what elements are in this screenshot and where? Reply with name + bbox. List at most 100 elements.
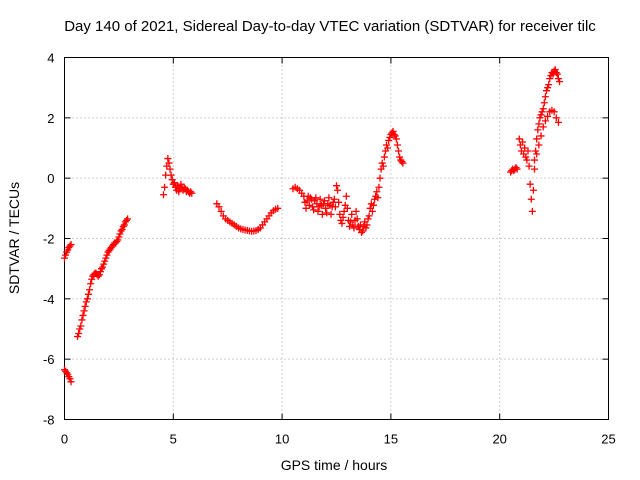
data-point — [115, 233, 123, 241]
data-point — [346, 222, 354, 230]
data-point — [309, 203, 317, 211]
data-point — [166, 165, 174, 173]
data-point — [533, 150, 541, 158]
data-point — [80, 307, 88, 315]
data-point — [379, 162, 387, 170]
data-point — [391, 132, 399, 140]
data-point — [75, 330, 83, 338]
data-point — [307, 195, 315, 203]
data-point — [95, 271, 103, 279]
data-point — [528, 207, 536, 215]
data-point — [123, 216, 131, 224]
data-point — [350, 224, 358, 232]
data-point — [116, 230, 124, 238]
data-point — [217, 207, 225, 215]
data-point — [375, 183, 383, 191]
data-point — [61, 254, 68, 262]
data-point — [99, 263, 107, 271]
data-point — [535, 120, 543, 128]
series-sdtvar — [61, 66, 564, 386]
data-point — [322, 204, 330, 212]
data-point — [534, 126, 542, 134]
data-point — [343, 204, 351, 212]
data-point — [538, 108, 546, 116]
data-point — [339, 213, 347, 221]
y-tick-label: -8 — [43, 413, 55, 428]
data-point — [393, 141, 401, 149]
data-point — [544, 112, 552, 120]
data-point — [550, 108, 558, 116]
data-point — [552, 69, 560, 77]
data-point — [380, 153, 388, 161]
x-tick-label: 0 — [61, 432, 68, 447]
data-point — [552, 114, 560, 122]
data-point — [545, 81, 553, 89]
data-point — [83, 295, 91, 303]
y-tick-label: 0 — [47, 171, 54, 186]
data-point — [526, 180, 534, 188]
data-point — [540, 99, 548, 107]
y-tick-label: -2 — [43, 232, 55, 247]
data-point — [66, 375, 74, 383]
data-point — [318, 210, 326, 218]
data-point — [554, 118, 562, 126]
data-point — [87, 280, 95, 288]
data-point — [336, 210, 344, 218]
data-point — [525, 162, 533, 170]
data-point — [160, 191, 168, 199]
data-point — [356, 221, 364, 229]
y-tick-labels: -8 -6 -4 -2 0 2 4 — [43, 51, 55, 428]
data-point — [369, 201, 377, 209]
data-point — [541, 117, 549, 125]
data-point — [340, 207, 348, 215]
data-point — [323, 209, 331, 217]
data-point — [362, 224, 370, 232]
data-point — [77, 322, 85, 330]
data-point — [274, 204, 282, 212]
data-point — [348, 210, 356, 218]
data-point — [165, 159, 173, 167]
data-point — [188, 189, 196, 197]
data-point — [376, 174, 384, 182]
data-point — [519, 138, 527, 146]
data-point — [96, 268, 104, 276]
data-point — [62, 251, 70, 259]
data-point — [84, 290, 92, 298]
data-point — [338, 219, 346, 227]
data-point — [386, 133, 394, 141]
data-point — [335, 198, 343, 206]
data-point — [358, 228, 366, 236]
data-point — [539, 105, 547, 113]
data-point — [385, 136, 393, 144]
data-point — [537, 111, 545, 119]
x-tick-labels: 0 5 10 15 20 25 — [61, 432, 616, 447]
y-tick-label: 4 — [47, 51, 54, 66]
data-point — [542, 87, 550, 95]
data-point — [164, 155, 172, 163]
data-point — [333, 182, 340, 190]
data-point — [94, 272, 102, 280]
x-tick-label: 5 — [170, 432, 177, 447]
data-point — [539, 123, 547, 131]
data-point — [512, 164, 520, 172]
data-point — [553, 70, 561, 78]
data-point — [215, 203, 223, 211]
chart-title: Day 140 of 2021, Sidereal Day-to-day VTE… — [64, 18, 596, 35]
data-point — [325, 194, 333, 202]
data-point — [175, 188, 183, 196]
data-point — [67, 378, 75, 386]
data-point — [544, 84, 552, 92]
data-point — [371, 195, 379, 203]
data-point — [359, 227, 367, 235]
data-point — [396, 153, 404, 161]
data-point — [535, 141, 543, 149]
grid-lines — [64, 57, 609, 420]
data-point — [170, 179, 178, 187]
data-point — [161, 183, 169, 191]
data-point — [392, 135, 400, 143]
data-point — [524, 147, 532, 155]
data-point — [97, 265, 105, 273]
data-point — [342, 192, 350, 200]
data-point — [63, 369, 71, 377]
x-tick-label: 20 — [492, 432, 506, 447]
